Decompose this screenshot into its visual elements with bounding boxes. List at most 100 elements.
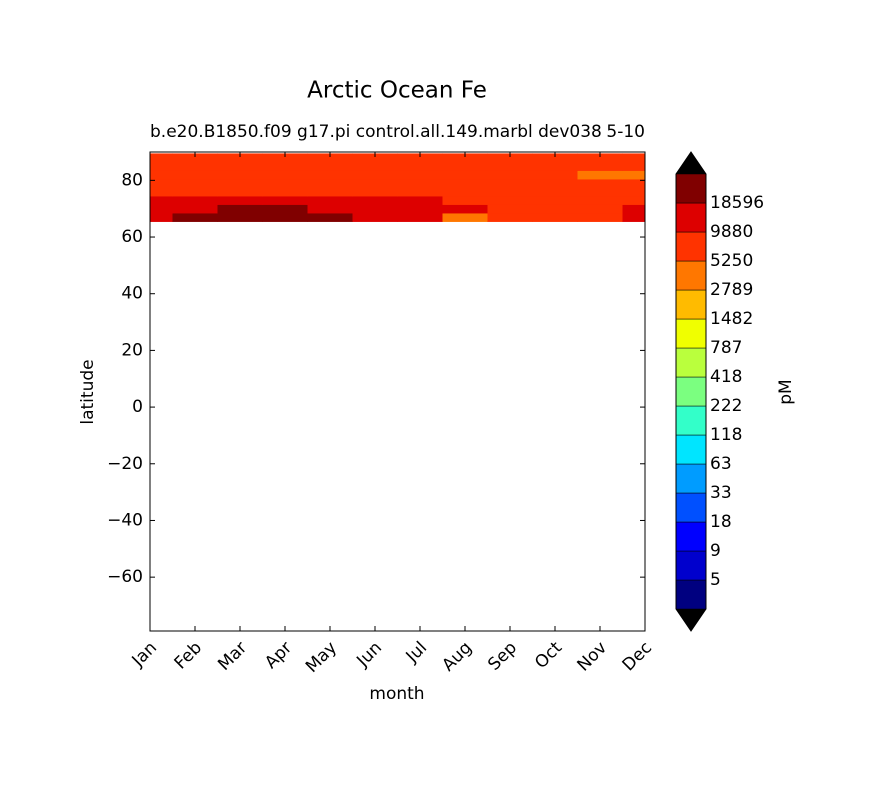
contour-cell — [577, 153, 623, 163]
contour-cell — [217, 170, 263, 180]
colorbar-bin — [675, 202, 707, 233]
colorbar-bin — [675, 260, 707, 291]
contour-cell — [487, 212, 533, 222]
contour-cell — [622, 212, 646, 222]
contour-cell — [352, 170, 398, 180]
colorbar-bin — [675, 434, 707, 465]
contour-cell — [442, 161, 488, 171]
contour-cell — [150, 212, 173, 222]
colorbar-tick-label: 787 — [710, 338, 742, 358]
contour-cell — [577, 161, 623, 171]
colorbar-tick-label: 63 — [710, 454, 732, 474]
contour-cell — [307, 161, 353, 171]
colorbar-label: pM — [776, 379, 796, 404]
plot-frame — [149, 151, 646, 632]
contour-cell — [622, 195, 646, 205]
contour-cell — [532, 170, 578, 180]
contour-cell — [397, 195, 443, 205]
colorbar-bin — [675, 318, 707, 349]
contour-cell — [577, 170, 623, 180]
colorbar-bin — [675, 521, 707, 552]
contour-cell — [622, 153, 646, 163]
x-axis-label: month — [369, 684, 424, 704]
contour-cell — [352, 204, 398, 214]
contour-cell — [217, 153, 263, 163]
contour-cell — [487, 170, 533, 180]
contour-cell — [307, 195, 353, 205]
colorbar-bin — [675, 405, 707, 436]
contour-cell — [262, 187, 308, 197]
contour-cell — [307, 212, 353, 222]
contour-cell — [487, 153, 533, 163]
contour-cell — [442, 170, 488, 180]
colorbar-tick-label: 418 — [710, 367, 742, 387]
contour-cell — [262, 170, 308, 180]
colorbar-tick-label: 222 — [710, 396, 742, 416]
contour-cell — [172, 195, 218, 205]
colorbar-bin — [675, 463, 707, 494]
colorbar-tick-label: 5 — [710, 570, 721, 590]
contour-cell — [262, 161, 308, 171]
contour-cell — [217, 195, 263, 205]
colorbar-tick-label: 18596 — [710, 193, 764, 213]
contour-cell — [442, 212, 488, 222]
colorbar-bin — [675, 173, 707, 204]
colorbar-bin — [675, 347, 707, 378]
contour-cell — [217, 178, 263, 188]
contour-cell — [487, 204, 533, 214]
contour-cell — [442, 187, 488, 197]
contour-cell — [150, 195, 173, 205]
contour-cell — [150, 187, 173, 197]
colorbar-tick-label: 2789 — [710, 280, 753, 300]
colorbar-extend — [676, 152, 706, 174]
contour-cell — [622, 187, 646, 197]
contour-cell — [532, 161, 578, 171]
colorbar-tick-label: 118 — [710, 425, 742, 445]
contour-cell — [487, 161, 533, 171]
contour-cell — [397, 178, 443, 188]
contour-cell — [307, 204, 353, 214]
contour-cell — [532, 195, 578, 205]
contour-cell — [577, 187, 623, 197]
contour-cell — [532, 187, 578, 197]
contour-cell — [487, 187, 533, 197]
colorbar-bin — [675, 289, 707, 320]
contour-cell — [307, 187, 353, 197]
contour-cell — [397, 212, 443, 222]
contour-cell — [262, 195, 308, 205]
contour-cell — [577, 178, 623, 188]
y-tick-label: 80 — [121, 170, 143, 190]
colorbar-tick-label: 9880 — [710, 222, 753, 242]
contour-cell — [262, 212, 308, 222]
contour-cell — [577, 204, 623, 214]
contour-cell — [172, 178, 218, 188]
contour-cell — [172, 212, 218, 222]
subtitle-right: 5-10 — [606, 122, 645, 142]
contour-cell — [577, 195, 623, 205]
contour-cell — [307, 153, 353, 163]
contour-cell — [352, 153, 398, 163]
colorbar-extend — [676, 609, 706, 631]
subtitle-left: b.e20.B1850.f09 g17.pi control.all.149.m… — [150, 122, 602, 142]
contour-cell — [352, 212, 398, 222]
contour-cell — [172, 153, 218, 163]
contour-cell — [397, 153, 443, 163]
contour-cell — [532, 153, 578, 163]
chart-title: Arctic Ocean Fe — [307, 78, 487, 104]
contour-cell — [307, 178, 353, 188]
contour-cell — [532, 178, 578, 188]
colorbar-bin — [675, 376, 707, 407]
contour-cell — [217, 204, 263, 214]
contour-cell — [217, 187, 263, 197]
y-tick-label: −40 — [107, 510, 143, 530]
contour-cell — [217, 161, 263, 171]
contour-cell — [307, 170, 353, 180]
contour-cell — [150, 170, 173, 180]
contour-cell — [442, 178, 488, 188]
contour-cell — [397, 187, 443, 197]
contour-cell — [622, 178, 646, 188]
contour-cell — [172, 187, 218, 197]
contour-cell — [532, 212, 578, 222]
